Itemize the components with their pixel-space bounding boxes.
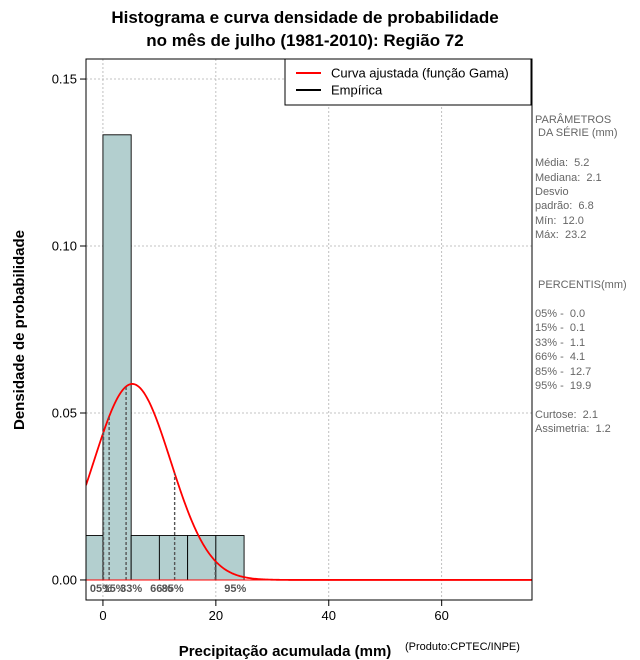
y-tick-label-3: 0.15 bbox=[52, 72, 77, 87]
stat-media: Média: 5.2 bbox=[535, 157, 590, 169]
percentile-85: 85% - 12.7 bbox=[535, 366, 592, 378]
histogram-bar-1 bbox=[102, 134, 132, 581]
histogram-bar-0 bbox=[86, 535, 104, 581]
percentile-95: 95% - 19.9 bbox=[535, 380, 592, 392]
y-tick-label-1: 0.05 bbox=[52, 405, 77, 420]
stat-mediana: Mediana: 2.1 bbox=[535, 172, 602, 184]
stat-desvio-1: Desvio bbox=[535, 186, 569, 198]
histogram-bar-5 bbox=[215, 535, 245, 581]
params-title-1: PARÂMETROS bbox=[535, 114, 612, 126]
histogram-bar-2 bbox=[130, 535, 160, 581]
y-tick-label-2: 0.10 bbox=[52, 239, 77, 254]
percentile-label-15: 15% bbox=[104, 583, 126, 595]
histogram-bar-3 bbox=[158, 535, 189, 581]
x-tick-label-3: 60 bbox=[434, 608, 448, 623]
x-tick-label-2: 40 bbox=[322, 608, 336, 623]
percentile-05: 05% - 0.0 bbox=[535, 308, 586, 320]
legend-label-0: Curva ajustada (função Gama) bbox=[331, 66, 509, 81]
percentile-66: 66% - 4.1 bbox=[535, 351, 586, 363]
chart-title-line1: Histograma e curva densidade de probabil… bbox=[111, 8, 499, 27]
params-title-2: DA SÉRIE (mm) bbox=[535, 127, 618, 139]
percentis-title: PERCENTIS(mm) bbox=[535, 279, 627, 291]
stat-min: Mín: 12.0 bbox=[535, 215, 584, 227]
percentile-15: 15% - 0.1 bbox=[535, 322, 586, 334]
x-axis-label: Precipitação acumulada (mm) bbox=[179, 643, 392, 660]
credit-label: (Produto:CPTEC/INPE) bbox=[405, 641, 520, 653]
percentile-33: 33% - 1.1 bbox=[535, 337, 586, 349]
stat-desvio-2: padrão: 6.8 bbox=[535, 200, 594, 212]
stat-curtose: Curtose: 2.1 bbox=[535, 409, 598, 421]
y-axis-label: Densidade de probabilidade bbox=[11, 230, 28, 430]
percentile-label-85: 85% bbox=[162, 583, 184, 595]
percentile-label-05: 05% bbox=[90, 583, 112, 595]
percentile-label-95: 95% bbox=[224, 583, 246, 595]
stat-max: Máx: 23.2 bbox=[535, 229, 587, 241]
chart-title-line2: no mês de julho (1981-2010): Região 72 bbox=[146, 31, 464, 50]
legend-box bbox=[284, 58, 532, 106]
y-tick-label-0: 0.00 bbox=[52, 572, 77, 587]
plot-area bbox=[86, 134, 532, 581]
stat-assimetria: Assimetria: 1.2 bbox=[535, 423, 611, 435]
percentile-label-33: 33% bbox=[120, 583, 142, 595]
plot-frame bbox=[85, 58, 533, 601]
x-tick-label-1: 20 bbox=[209, 608, 223, 623]
x-tick-label-0: 0 bbox=[99, 608, 106, 623]
legend-label-1: Empírica bbox=[331, 83, 383, 98]
percentile-label-66: 66% bbox=[150, 583, 172, 595]
